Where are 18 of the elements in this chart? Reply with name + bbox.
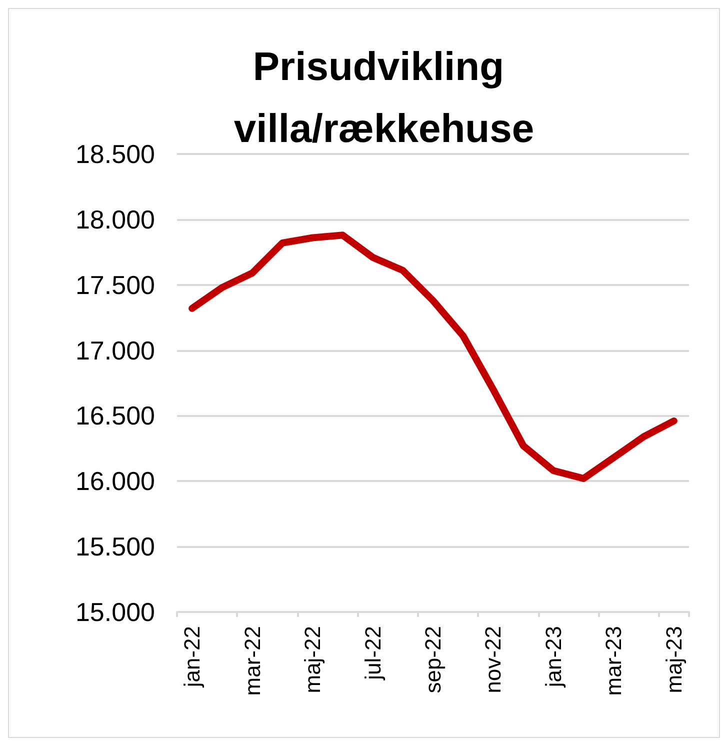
x-tick-label: mar-22 (240, 626, 265, 696)
y-tick-label: 17.000 (75, 335, 155, 366)
y-tick-label: 16.000 (75, 466, 155, 496)
x-tick-label: jul-22 (360, 626, 386, 681)
y-tick-label: 18.000 (75, 204, 155, 234)
x-tick-label: jan-23 (540, 626, 566, 688)
y-tick-label: 15.500 (75, 532, 155, 562)
x-tick-label: maj-23 (661, 626, 686, 694)
x-tick-label: nov-22 (480, 626, 506, 694)
x-tick-label: mar-23 (601, 626, 626, 696)
chart-title: Prisudvikling villa/rækkehuse (234, 45, 534, 151)
x-tick-label: maj-22 (300, 626, 326, 694)
x-tick-label: sep-22 (420, 626, 446, 694)
y-tick-label: 16.500 (75, 400, 155, 431)
y-tick-label: 15.000 (75, 597, 155, 627)
x-tick-label: jan-22 (180, 626, 205, 688)
y-tick-label: 17.500 (75, 270, 155, 300)
y-tick-label: 18.500 (75, 139, 155, 169)
